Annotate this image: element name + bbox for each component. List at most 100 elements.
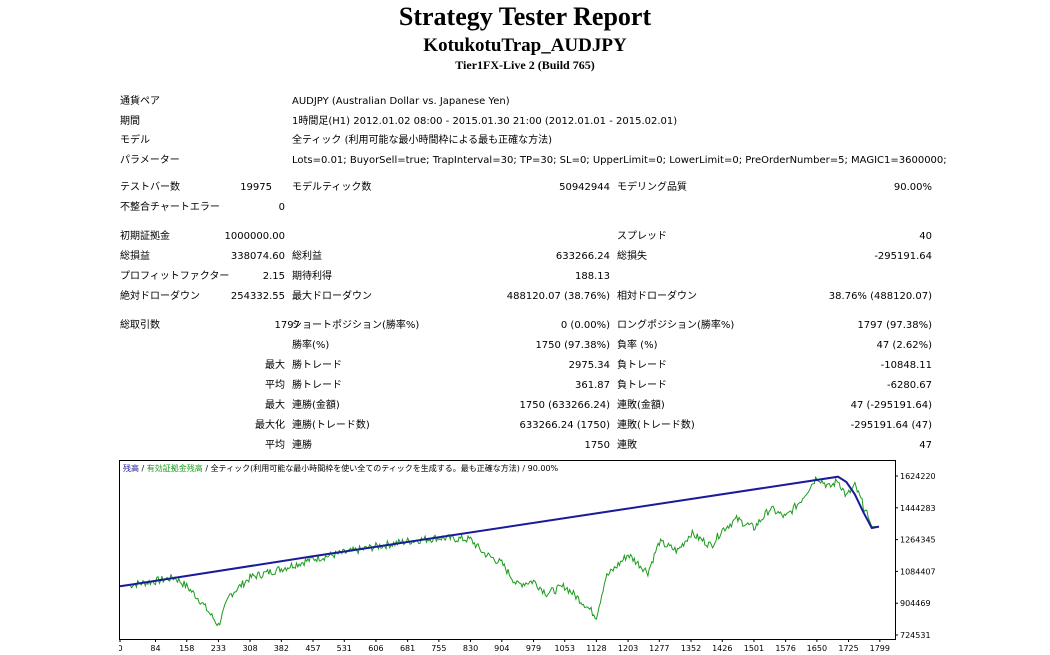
row-pf: プロフィットファクター 2.15 期待利得 188.13 — [0, 268, 1050, 286]
win-rate-label: 勝率(%) — [292, 340, 330, 351]
symbol-label: 通貨ペア — [120, 96, 160, 107]
gross-profit-label: 総利益 — [292, 251, 322, 262]
largest-win-value: 2975.34 — [568, 360, 610, 371]
cons-wins-money-label: 連勝(金額) — [292, 400, 340, 411]
x-tick-label: 531 — [337, 644, 352, 653]
mismatch-value: 0 — [278, 202, 285, 213]
chart-frame — [119, 460, 896, 640]
x-tick-label: 1725 — [838, 644, 858, 653]
avg2-label: 平均 — [265, 440, 285, 451]
avg-cons-loss-value: 47 — [919, 440, 932, 451]
deposit-label: 初期証拠金 — [120, 231, 170, 242]
short-value: 0 (0.00%) — [560, 320, 610, 331]
spread-label: スプレッド — [617, 231, 667, 242]
max-dd-value: 488120.07 (38.76%) — [506, 291, 610, 302]
quality-label: モデリング品質 — [617, 182, 687, 193]
chart-legend: 残高 / 有効証拠金残高 / 全ティック(利用可能な最小時間枠を使い全てのティッ… — [123, 463, 559, 473]
spread-value: 40 — [919, 231, 932, 242]
short-label: ショートポジション(勝率%) — [292, 320, 420, 331]
avg-loss-label: 負トレード — [617, 380, 667, 391]
params-label: パラメーター — [120, 155, 180, 166]
avg-loss-value: -6280.67 — [887, 380, 932, 391]
trades-value: 1797 — [274, 320, 300, 331]
cons-profit-value: 633266.24 (1750) — [519, 420, 610, 431]
report-title: Strategy Tester Report — [398, 2, 652, 31]
largest-loss-label: 負トレード — [617, 360, 667, 371]
cons-loss-value: -295191.64 (47) — [850, 420, 932, 431]
row-trades: 総取引数 1797 ショートポジション(勝率%) 0 (0.00%) ロングポジ… — [0, 317, 1050, 335]
y-tick-label: 1624220 — [900, 472, 936, 481]
pf-value: 2.15 — [262, 271, 285, 282]
avg-cons-wins-label: 連勝 — [292, 440, 312, 451]
max2-label: 最大 — [265, 400, 285, 411]
row-net: 総損益 338074.60 総利益 633266.24 総損失 -295191.… — [0, 248, 1050, 266]
loss-rate-label: 負率 (%) — [617, 340, 658, 351]
rel-dd-label: 相対ドローダウン — [617, 291, 697, 302]
legend-quality: 90.00% — [528, 464, 559, 473]
abs-dd-value: 254332.55 — [230, 291, 285, 302]
x-tick-label: 1277 — [649, 644, 669, 653]
net-value: 338074.60 — [230, 251, 285, 262]
max-label: 最大 — [265, 360, 285, 371]
x-tick-label: 0 — [119, 644, 123, 653]
legend-sep2: / — [203, 464, 211, 473]
row-params: パラメーター Lots=0.01; BuyorSell=true; TrapIn… — [0, 152, 1050, 170]
row-cons-money: 最大 連勝(金額) 1750 (633266.24) 連敗(金額) 47 (-2… — [0, 397, 1050, 415]
bars-label: テストバー数 — [120, 182, 180, 193]
balance-chart: 残高 / 有効証拠金残高 / 全ティック(利用可能な最小時間枠を使い全てのティッ… — [119, 460, 936, 653]
x-tick-label: 1501 — [744, 644, 764, 653]
long-value: 1797 (97.38%) — [857, 320, 932, 331]
rel-dd-value: 38.76% (488120.07) — [828, 291, 932, 302]
y-tick-label: 904469 — [900, 599, 931, 608]
period-value: 1時間足(H1) 2012.01.02 08:00 - 2015.01.30 2… — [292, 116, 678, 127]
deposit-value: 1000000.00 — [224, 231, 285, 242]
expected-value: 188.13 — [575, 271, 610, 282]
cons-wins-money-value: 1750 (633266.24) — [519, 400, 610, 411]
x-tick-label: 1053 — [555, 644, 575, 653]
win-rate-value: 1750 (97.38%) — [535, 340, 610, 351]
row-largest: 最大 勝トレード 2975.34 負トレード -10848.11 — [0, 357, 1050, 375]
x-tick-label: 1576 — [775, 644, 795, 653]
ticks-label: モデルティック数 — [292, 182, 372, 193]
row-bars: テストバー数 19975 モデルティック数 50942944 モデリング品質 9… — [0, 179, 1050, 197]
legend-sep1: / — [139, 464, 147, 473]
largest-loss-value: -10848.11 — [880, 360, 932, 371]
max-dd-label: 最大ドローダウン — [292, 291, 372, 302]
row-period: 期間 1時間足(H1) 2012.01.02 08:00 - 2015.01.3… — [0, 113, 1050, 131]
y-tick-label: 1264345 — [900, 536, 936, 545]
x-tick-label: 1128 — [586, 644, 606, 653]
x-tick-label: 830 — [463, 644, 478, 653]
row-model: モデル 全ティック (利用可能な最小時間枠による最も正確な方法) — [0, 132, 1050, 150]
row-mismatch: 不整合チャートエラー 0 — [0, 199, 1050, 217]
avg-win-label: 勝トレード — [292, 380, 342, 391]
row-drawdown: 絶対ドローダウン 254332.55 最大ドローダウン 488120.07 (3… — [0, 288, 1050, 306]
gross-profit-value: 633266.24 — [555, 251, 610, 262]
x-tick-label: 904 — [494, 644, 509, 653]
cons-profit-label: 連勝(トレード数) — [292, 420, 370, 431]
avg-win-value: 361.87 — [575, 380, 610, 391]
row-winrate: 勝率(%) 1750 (97.38%) 負率 (%) 47 (2.62%) — [0, 337, 1050, 355]
loss-rate-value: 47 (2.62%) — [876, 340, 932, 351]
abs-dd-label: 絶対ドローダウン — [120, 291, 200, 302]
gross-loss-label: 総損失 — [617, 251, 647, 262]
row-symbol: 通貨ペア AUDJPY (Australian Dollar vs. Japan… — [0, 93, 1050, 111]
x-tick-label: 979 — [526, 644, 541, 653]
legend-sep3: / — [520, 464, 528, 473]
balance-line — [119, 475, 880, 588]
y-tick-label: 724531 — [900, 631, 931, 640]
x-tick-label: 1799 — [870, 644, 890, 653]
cons-loss-money-label: 連敗(金額) — [617, 400, 665, 411]
x-tick-label: 1203 — [618, 644, 638, 653]
equity-line — [119, 475, 879, 627]
x-tick-label: 606 — [368, 644, 383, 653]
x-tick-label: 84 — [150, 644, 160, 653]
avg-label: 平均 — [265, 380, 285, 391]
pf-label: プロフィットファクター — [120, 271, 230, 282]
y-tick-label: 1444283 — [900, 504, 936, 513]
period-label: 期間 — [120, 116, 140, 127]
legend-model: 全ティック(利用可能な最小時間枠を使い全てのティックを生成する。最も正確な方法) — [211, 463, 520, 473]
legend-equity: 有効証拠金残高 — [147, 463, 203, 473]
params-value: Lots=0.01; BuyorSell=true; TrapInterval=… — [292, 155, 947, 166]
trades-label: 総取引数 — [120, 320, 160, 331]
model-label: モデル — [120, 135, 150, 146]
